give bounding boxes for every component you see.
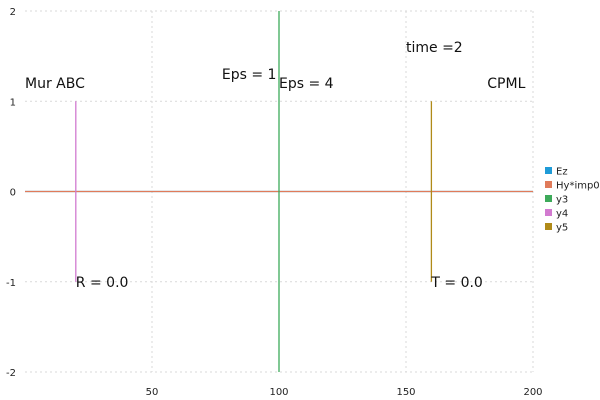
annotation-6: R = 0.0: [76, 275, 129, 291]
y-tick-label-2: 0: [10, 188, 16, 199]
annotation-5: CPML: [487, 76, 525, 92]
x-tick-label-1: 100: [269, 387, 288, 398]
annotation-1: time =2: [406, 40, 463, 56]
series-lines: [25, 11, 533, 372]
y-tick-label-1: 1: [10, 97, 16, 108]
x-tick-label-2: 150: [396, 387, 415, 398]
legend-label-3: y3: [556, 195, 568, 206]
legend-swatch-1: [545, 167, 552, 174]
legend-swatch-5: [545, 223, 552, 230]
y-tick-label-3: -1: [6, 278, 16, 289]
legend-label-5: y5: [556, 223, 568, 234]
legend-label-4: y4: [556, 209, 568, 220]
legend-label-2: Hy*imp0: [556, 181, 600, 192]
x-tick-labels: 50 100 150 200: [146, 387, 543, 398]
legend-label-1: Ez: [556, 167, 568, 178]
legend: Ez Hy*imp0 y3 y4 y5: [545, 167, 600, 234]
annotation-3: Eps = 1: [222, 67, 277, 83]
legend-swatch-3: [545, 195, 552, 202]
y-tick-label-4: -2: [6, 368, 16, 379]
annotation-7: T = 0.0: [430, 275, 482, 291]
annotation-2: Mur ABC: [25, 76, 85, 92]
y-tick-label-0: 2: [10, 7, 16, 18]
legend-swatch-4: [545, 209, 552, 216]
x-tick-label-0: 50: [146, 387, 159, 398]
y-tick-labels: 2 1 0 -1 -2: [6, 7, 16, 379]
x-tick-label-3: 200: [523, 387, 542, 398]
legend-swatch-2: [545, 181, 552, 188]
annotation-4: Eps = 4: [279, 76, 334, 92]
